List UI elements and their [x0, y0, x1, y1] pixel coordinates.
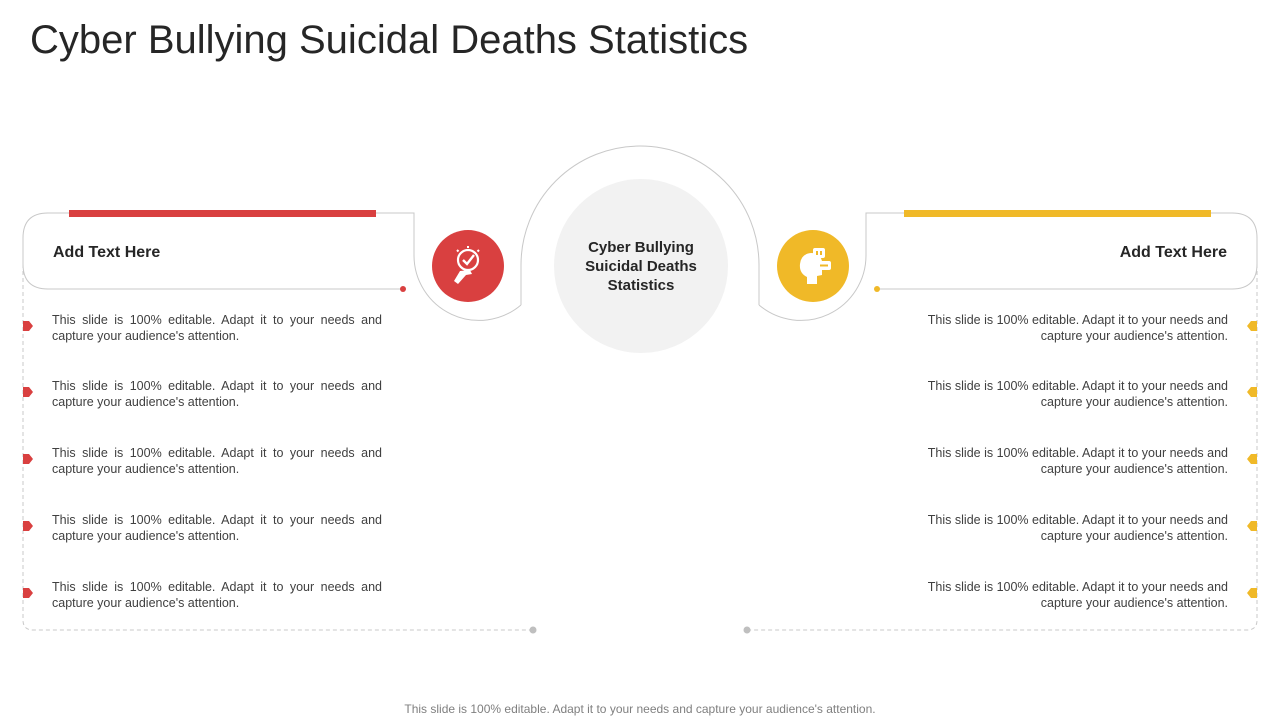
head-chat-icon [777, 230, 849, 302]
left-item-4: This slide is 100% editable. Adapt it to… [52, 513, 382, 543]
right-marker-1 [1247, 321, 1257, 331]
left-accent-bar [69, 210, 376, 217]
left-item-2: This slide is 100% editable. Adapt it to… [52, 379, 382, 409]
left-marker-3 [23, 454, 33, 464]
right-item-1: This slide is 100% editable. Adapt it to… [927, 313, 1228, 343]
left-heading: Add Text Here [53, 244, 161, 261]
right-marker-2 [1247, 387, 1257, 397]
right-accent-bar [904, 210, 1211, 217]
left-marker-4 [23, 521, 33, 531]
footer-note: This slide is 100% editable. Adapt it to… [404, 702, 876, 716]
right-item-2: This slide is 100% editable. Adapt it to… [927, 379, 1228, 409]
lightbulb-hand-icon [432, 230, 504, 302]
page-title: Cyber Bullying Suicidal Deaths Statistic… [30, 18, 749, 62]
right-marker-5 [1247, 588, 1257, 598]
right-marker-3 [1247, 454, 1257, 464]
center-circle: Cyber Bullying Suicidal Deaths Statistic… [554, 179, 728, 353]
center-label: Cyber Bullying Suicidal Deaths Statistic… [585, 238, 697, 294]
left-marker-2 [23, 387, 33, 397]
left-marker-1 [23, 321, 33, 331]
left-marker-5 [23, 588, 33, 598]
right-heading: Add Text Here [1119, 244, 1227, 261]
right-item-3: This slide is 100% editable. Adapt it to… [927, 446, 1228, 476]
right-marker-4 [1247, 521, 1257, 531]
left-item-1: This slide is 100% editable. Adapt it to… [52, 313, 382, 343]
left-item-3: This slide is 100% editable. Adapt it to… [52, 446, 382, 476]
right-item-4: This slide is 100% editable. Adapt it to… [927, 513, 1228, 543]
right-item-5: This slide is 100% editable. Adapt it to… [927, 580, 1228, 610]
left-item-5: This slide is 100% editable. Adapt it to… [52, 580, 382, 610]
